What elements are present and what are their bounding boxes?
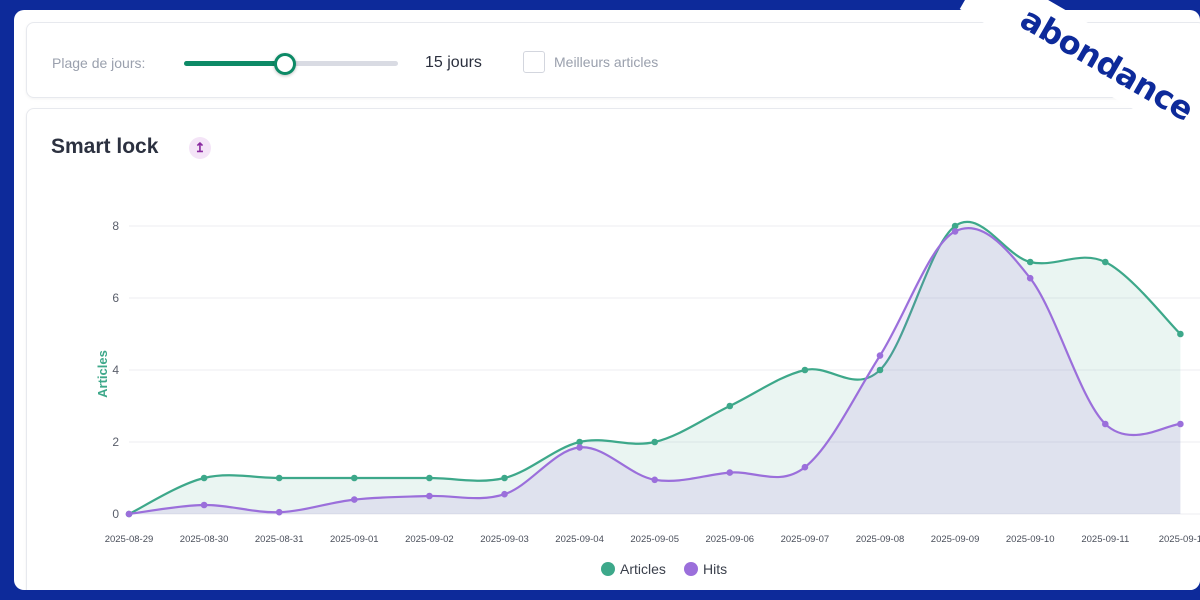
x-tick-label: 2025-09-1 (1159, 534, 1200, 545)
hits-point (501, 490, 508, 498)
articles-point (200, 474, 208, 482)
legend-articles-swatch (601, 562, 615, 576)
hits-point (801, 463, 809, 471)
articles-point (726, 402, 734, 410)
best-articles-checkbox[interactable] (523, 51, 545, 73)
slider-fill (184, 61, 285, 66)
legend-articles-label: Articles (620, 561, 666, 577)
legend-hits-label: Hits (703, 561, 727, 577)
x-tick-label: 2025-09-11 (1081, 534, 1129, 545)
hits-point (1026, 274, 1034, 282)
x-tick-label: 2025-09-03 (480, 534, 529, 545)
day-range-label: Plage de jours: (52, 55, 146, 71)
slider-thumb[interactable] (273, 52, 296, 75)
x-tick-label: 2025-09-05 (630, 534, 679, 545)
x-tick-label: 2025-09-08 (856, 534, 905, 545)
hits-area (129, 228, 1181, 514)
articles-point (651, 438, 658, 446)
articles-point (1026, 258, 1034, 266)
line-chart: 0 2 4 6 8 Articles 2025-08-29 2025-08-30 2025-08… (95, 219, 1200, 577)
hits-point (876, 352, 884, 359)
articles-point (876, 366, 884, 374)
x-tick-label: 2025-09-06 (705, 534, 754, 545)
hits-point (951, 228, 959, 235)
hits-point (200, 501, 208, 509)
x-tick-label: 2025-08-30 (180, 534, 229, 545)
hits-point (576, 444, 583, 451)
y-axis-label: Articles (95, 350, 110, 398)
hits-point (726, 469, 734, 476)
articles-point (275, 474, 283, 482)
trend-up-icon[interactable]: ↥ (189, 137, 211, 159)
x-tick-label: 2025-09-09 (931, 534, 980, 545)
x-tick-label: 2025-09-02 (405, 534, 454, 545)
articles-area (129, 221, 1181, 514)
articles-point (501, 474, 508, 482)
chart-title: Smart lock (51, 135, 159, 158)
articles-point (1102, 258, 1109, 266)
y-tick-label: 6 (112, 291, 119, 305)
hits-point (426, 492, 433, 500)
best-articles-label[interactable]: Meilleurs articles (554, 54, 659, 70)
y-tick-label: 0 (112, 507, 119, 521)
x-tick-label: 2025-08-29 (105, 534, 154, 545)
x-tick-label: 2025-09-10 (1006, 534, 1055, 545)
articles-point (351, 474, 358, 482)
x-tick-label: 2025-09-04 (555, 534, 604, 545)
hits-line (128, 226, 1181, 516)
articles-point (951, 222, 959, 230)
hits-point (1102, 420, 1109, 428)
hits-point (125, 510, 133, 518)
y-tick-label: 2 (112, 435, 119, 449)
dashboard-frame: Plage de jours: 15 jours Meilleurs artic… (14, 10, 1200, 590)
hits-point (275, 508, 283, 516)
y-tick-label: 4 (112, 363, 119, 377)
articles-point (576, 438, 583, 446)
articles-point (426, 474, 433, 482)
hits-point (651, 476, 658, 484)
legend-hits-swatch (684, 562, 698, 576)
day-range-value: 15 jours (425, 54, 482, 71)
articles-line (128, 220, 1182, 515)
y-tick-label: 8 (112, 219, 119, 233)
day-range-slider[interactable] (184, 52, 398, 75)
x-tick-label: 2025-08-31 (255, 534, 304, 545)
x-tick-label: 2025-09-07 (781, 534, 830, 545)
x-tick-label: 2025-09-01 (330, 534, 379, 545)
articles-point (1177, 330, 1184, 338)
chart-card: Smart lock ↥ 0 2 4 6 8 Articles 2025-08-29 2025… (26, 108, 1200, 590)
articles-point (801, 366, 809, 374)
hits-point (1177, 420, 1184, 428)
hits-point (351, 496, 358, 503)
